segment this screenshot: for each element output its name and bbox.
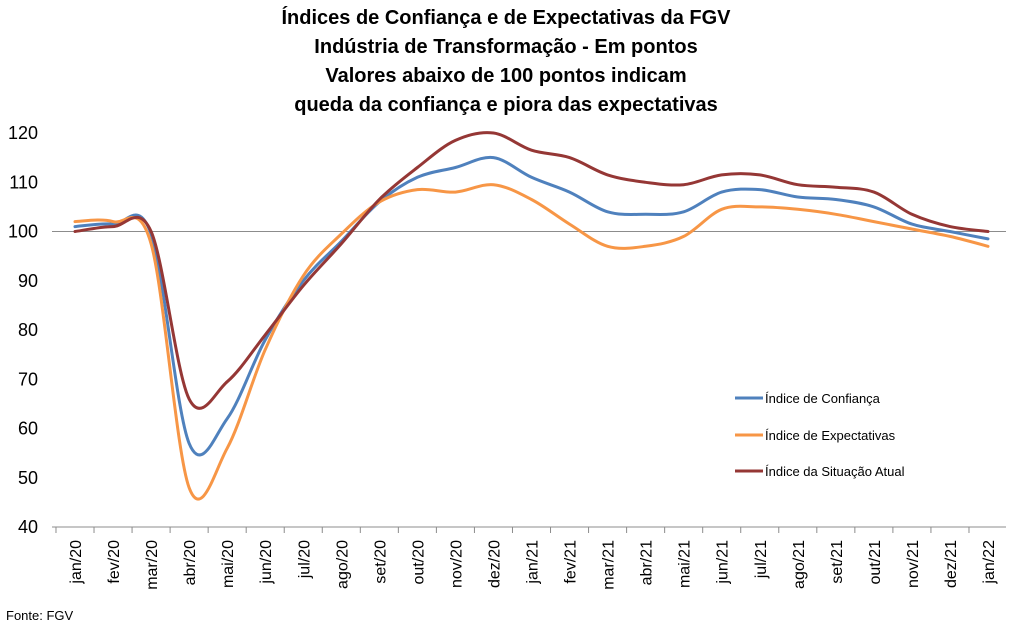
series-lines: [73, 131, 990, 501]
x-tick-label: nov/20: [448, 540, 465, 588]
x-tick-label: jan/22: [981, 540, 998, 585]
x-tick-label: nov/21: [905, 540, 922, 588]
series-line-indice-de-confianca: [73, 155, 990, 457]
y-tick-label: 70: [18, 369, 38, 389]
y-tick-label: 60: [18, 419, 38, 439]
x-tick-label: jan/20: [68, 540, 85, 585]
x-tick-label: abr/20: [182, 540, 199, 585]
legend-label-indice-de-expectativas: Índice de Expectativas: [765, 428, 896, 443]
legend-label-indice-da-situacao-atual: Índice da Situação Atual: [765, 464, 905, 479]
y-tick-label: 40: [18, 517, 38, 537]
x-tick-label: jun/21: [715, 540, 732, 585]
x-tick-label: jul/21: [753, 540, 770, 579]
x-tick-label: dez/20: [486, 540, 503, 588]
x-tick-label: mai/21: [677, 540, 694, 588]
x-tick-label: ago/20: [334, 540, 351, 589]
source-note: Fonte: FGV: [6, 608, 74, 623]
y-tick-label: 50: [18, 468, 38, 488]
x-tick-label: fev/20: [106, 540, 123, 584]
x-tick-label: ago/21: [791, 540, 808, 589]
chart-title: Índices de Confiança e de Expectativas d…: [0, 4, 1012, 120]
x-tick-label: jun/20: [258, 540, 275, 585]
y-tick-label: 120: [8, 123, 38, 143]
title-line-1: Índices de Confiança e de Expectativas d…: [281, 7, 731, 29]
x-tick-label: mar/20: [144, 540, 161, 590]
title-line-4: queda da confiança e piora das expectati…: [294, 94, 718, 116]
x-tick-label: jan/21: [525, 540, 542, 585]
y-tick-label: 100: [8, 222, 38, 242]
y-tick-label: 80: [18, 320, 38, 340]
x-tick-label: out/20: [410, 540, 427, 585]
series-line-indice-de-expectativas: [73, 183, 990, 501]
x-tick-label: out/21: [867, 540, 884, 585]
axes: 40 50 60 70 80 90 100 110 120 jan/20 fev/20 mar/20 a…: [8, 123, 1006, 590]
series-line-indice-da-situacao-atual: [73, 131, 990, 410]
legend: Índice de Confiança Índice de Expectativa…: [735, 391, 905, 479]
x-tick-label: set/21: [829, 540, 846, 584]
x-tick-label: jul/20: [296, 540, 313, 579]
x-tick-label: fev/21: [563, 540, 580, 584]
x-tick-label: mar/21: [601, 540, 618, 590]
x-tick-label: set/20: [372, 540, 389, 584]
y-tick-label: 110: [9, 172, 38, 192]
x-tick-label: mai/20: [220, 540, 237, 588]
x-tick-label: dez/21: [943, 540, 960, 588]
title-line-3: Valores abaixo de 100 pontos indicam: [325, 65, 687, 87]
title-line-2: Indústria de Transformação - Em pontos: [314, 36, 698, 58]
x-tick-label: abr/21: [639, 540, 656, 585]
y-tick-label: 90: [18, 271, 38, 291]
legend-label-indice-de-confianca: Índice de Confiança: [765, 391, 881, 406]
